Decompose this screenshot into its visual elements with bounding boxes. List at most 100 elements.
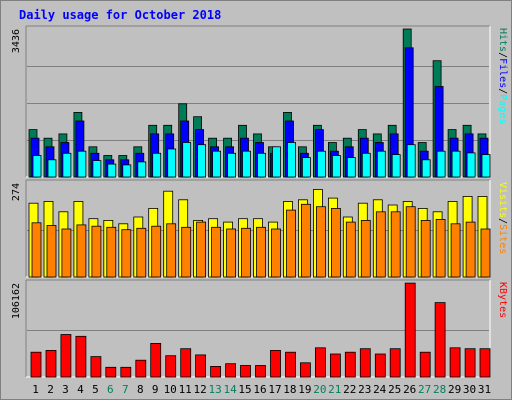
x-tick-label-day-25: 25 xyxy=(388,383,401,396)
bar-sites-day-24 xyxy=(375,211,386,278)
side-label-kbytes: KBytes xyxy=(497,282,508,318)
bar-kbytes-day-26 xyxy=(404,282,416,378)
bar-sites-day-31 xyxy=(480,228,491,278)
y-max-label-visits-sites: 274 xyxy=(11,183,22,201)
x-tick-label-day-31: 31 xyxy=(478,383,491,396)
bar-kbytes-day-22 xyxy=(344,351,356,378)
side-label-part: Visits xyxy=(497,182,508,218)
bar-sites-day-27 xyxy=(420,219,431,278)
bar-sites-day-29 xyxy=(450,223,461,278)
bar-pages-day-31 xyxy=(481,154,491,178)
bar-sites-day-30 xyxy=(465,221,476,278)
bar-pages-day-6 xyxy=(107,163,117,178)
bar-pages-day-13 xyxy=(212,150,222,178)
x-tick-label-day-26: 26 xyxy=(403,383,416,396)
x-tick-label-day-5: 5 xyxy=(92,383,99,396)
bar-kbytes-day-6 xyxy=(105,366,117,378)
bar-sites-day-22 xyxy=(345,221,356,278)
bar-kbytes-day-5 xyxy=(90,356,102,378)
bar-kbytes-day-23 xyxy=(359,348,371,378)
bar-sites-day-1 xyxy=(31,222,42,278)
x-tick-label-day-9: 9 xyxy=(152,383,159,396)
bar-sites-day-18 xyxy=(286,209,296,278)
bar-kbytes-day-28 xyxy=(434,302,446,378)
bar-pages-day-15 xyxy=(242,150,251,178)
side-label-part: KBytes xyxy=(497,282,508,318)
bar-sites-day-21 xyxy=(330,207,341,278)
bar-pages-day-29 xyxy=(451,150,461,178)
bar-pages-day-23 xyxy=(361,152,371,178)
bar-kbytes-day-24 xyxy=(374,353,386,378)
side-label-part: Files xyxy=(497,58,508,88)
x-tick-label-day-2: 2 xyxy=(47,383,54,396)
bar-pages-day-26 xyxy=(406,144,416,178)
y-max-label-hits-files-pages: 3436 xyxy=(11,29,22,53)
side-label-part: / xyxy=(497,218,508,224)
bar-sites-day-9 xyxy=(151,225,162,278)
bar-kbytes-day-19 xyxy=(299,362,311,378)
bar-sites-day-15 xyxy=(241,227,251,278)
side-label-part: / xyxy=(497,88,508,94)
bar-pages-day-10 xyxy=(167,148,177,178)
bar-sites-day-23 xyxy=(360,219,371,278)
bar-kbytes-day-2 xyxy=(45,349,57,378)
bar-sites-day-25 xyxy=(390,211,401,278)
bar-kbytes-day-9 xyxy=(150,342,162,378)
x-tick-label-day-14: 14 xyxy=(223,383,237,396)
bar-kbytes-day-18 xyxy=(285,351,296,378)
bar-sites-day-10 xyxy=(166,223,177,278)
x-tick-label-day-4: 4 xyxy=(77,383,84,396)
bar-pages-day-24 xyxy=(376,150,386,178)
bar-sites-day-3 xyxy=(61,228,72,278)
bar-pages-day-19 xyxy=(301,157,311,178)
x-tick-label-day-1: 1 xyxy=(32,383,39,396)
bar-pages-day-22 xyxy=(346,157,356,178)
bar-pages-day-8 xyxy=(137,161,147,178)
bar-kbytes-day-17 xyxy=(270,349,281,378)
bar-pages-day-25 xyxy=(391,154,401,178)
bar-pages-day-9 xyxy=(152,152,162,178)
bar-kbytes-day-21 xyxy=(329,353,341,378)
bar-pages-day-1 xyxy=(32,155,42,178)
x-tick-label-day-20: 20 xyxy=(313,383,326,396)
bar-kbytes-day-27 xyxy=(419,351,431,378)
bar-kbytes-day-30 xyxy=(464,348,476,378)
bar-kbytes-day-4 xyxy=(75,335,87,378)
bar-kbytes-day-7 xyxy=(120,366,132,378)
bar-pages-day-14 xyxy=(227,152,237,178)
bar-pages-day-2 xyxy=(47,159,57,178)
bar-kbytes-day-29 xyxy=(449,347,461,378)
x-tick-label-day-22: 22 xyxy=(343,383,356,396)
bar-pages-day-18 xyxy=(287,142,296,178)
bar-sites-day-6 xyxy=(106,226,117,278)
bar-kbytes-day-3 xyxy=(60,334,72,378)
bar-pages-day-4 xyxy=(77,150,87,178)
x-tick-label-day-12: 12 xyxy=(193,383,206,396)
bar-kbytes-day-11 xyxy=(180,348,192,378)
bar-sites-day-2 xyxy=(46,225,57,278)
bar-sites-day-7 xyxy=(121,229,132,278)
side-label-part: / xyxy=(497,52,508,58)
chart-title: Daily usage for October 2018 xyxy=(19,8,221,22)
side-label-part: Hits xyxy=(497,28,508,52)
bar-sites-day-12 xyxy=(196,221,207,278)
bar-sites-day-17 xyxy=(271,228,281,278)
bar-kbytes-day-10 xyxy=(165,355,177,378)
x-tick-label-day-3: 3 xyxy=(62,383,69,396)
x-tick-label-day-10: 10 xyxy=(164,383,177,396)
bar-kbytes-day-8 xyxy=(135,359,147,378)
bar-pages-day-17 xyxy=(272,146,281,178)
x-tick-label-day-7: 7 xyxy=(122,383,129,396)
bar-kbytes-day-1 xyxy=(30,351,42,378)
x-tick-label-day-23: 23 xyxy=(358,383,371,396)
x-tick-label-day-15: 15 xyxy=(238,383,251,396)
bar-pages-day-11 xyxy=(182,142,192,178)
bar-sites-day-4 xyxy=(76,224,87,278)
bar-sites-day-19 xyxy=(300,203,311,278)
side-label-visits-sites: Visits/Sites xyxy=(497,182,508,254)
x-tick-label-day-6: 6 xyxy=(107,383,114,396)
x-tick-label-day-13: 13 xyxy=(208,383,221,396)
bar-kbytes-day-12 xyxy=(195,354,207,378)
bar-sites-day-5 xyxy=(91,225,102,278)
bar-kbytes-day-13 xyxy=(210,365,222,378)
